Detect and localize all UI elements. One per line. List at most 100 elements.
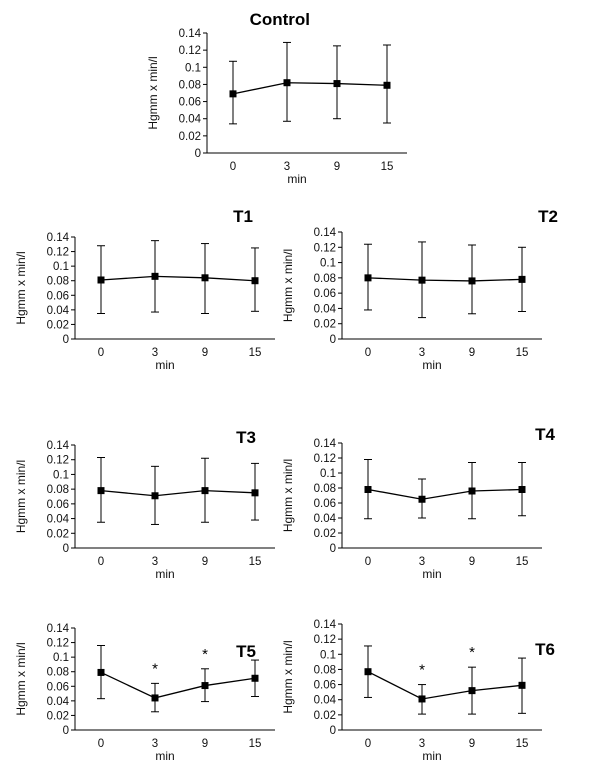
data-point bbox=[251, 674, 259, 682]
data-point bbox=[151, 492, 159, 500]
y-tick-label: 0.14 bbox=[179, 28, 202, 40]
y-tick-label: 0.12 bbox=[47, 247, 69, 259]
x-tick-label: 15 bbox=[516, 738, 529, 750]
x-tick-label: 3 bbox=[152, 556, 158, 568]
x-tick-label: 9 bbox=[202, 556, 208, 568]
y-tick-label: 0.1 bbox=[53, 652, 69, 664]
chart-title: T4 bbox=[535, 425, 555, 444]
chart-panel-5: 0 0.02 0.04 0.06 0.08 0.1 0.12 0.14 0 3 9 15 min Hgmm… bbox=[281, 425, 556, 581]
data-point bbox=[383, 81, 391, 89]
y-tick-label: 0.04 bbox=[314, 513, 337, 525]
chart-title: T6 bbox=[535, 640, 555, 659]
significance-marker: * bbox=[419, 662, 425, 679]
series-line bbox=[367, 277, 523, 282]
data-point bbox=[151, 272, 159, 280]
x-tick-label: 0 bbox=[98, 556, 104, 568]
x-tick-label: 9 bbox=[469, 347, 475, 359]
x-tick-label: 3 bbox=[152, 347, 158, 359]
x-tick-label: 15 bbox=[516, 556, 529, 568]
series-line bbox=[100, 275, 256, 282]
series-line bbox=[367, 671, 523, 700]
y-tick-label: 0 bbox=[195, 148, 201, 160]
y-tick-label: 0 bbox=[330, 334, 336, 346]
data-point bbox=[251, 489, 259, 497]
x-tick-label: 9 bbox=[469, 556, 475, 568]
data-point bbox=[468, 687, 476, 695]
x-tick-label: 9 bbox=[202, 347, 208, 359]
y-tick-label: 0.1 bbox=[53, 469, 69, 481]
x-tick-label: 15 bbox=[516, 347, 529, 359]
y-tick-label: 0.08 bbox=[314, 483, 336, 495]
data-point bbox=[468, 487, 476, 495]
y-tick-label: 0.1 bbox=[320, 258, 336, 270]
y-axis-label: Hgmm x min/l bbox=[14, 251, 28, 324]
data-point bbox=[518, 275, 526, 283]
y-tick-label: 0.04 bbox=[314, 695, 337, 707]
y-tick-label: 0.12 bbox=[47, 638, 69, 650]
x-tick-label: 0 bbox=[230, 161, 236, 173]
chart-panel-2: 0 0.02 0.04 0.06 0.08 0.1 0.12 0.14 0 3 9 15 min Hgmm… bbox=[14, 207, 275, 372]
data-point bbox=[364, 486, 372, 493]
data-point bbox=[201, 274, 209, 282]
y-tick-label: 0 bbox=[63, 725, 69, 737]
y-tick-label: 0 bbox=[63, 334, 69, 346]
data-point bbox=[201, 487, 209, 495]
x-tick-label: 3 bbox=[152, 738, 158, 750]
chart-panel-3: 0 0.02 0.04 0.06 0.08 0.1 0.12 0.14 0 3 9 15 min Hgmm… bbox=[281, 207, 558, 372]
chart-title: T3 bbox=[236, 428, 256, 447]
y-tick-label: 0.04 bbox=[179, 114, 202, 126]
y-tick-label: 0.14 bbox=[47, 232, 70, 244]
series-line bbox=[100, 671, 256, 699]
y-tick-label: 0.08 bbox=[47, 667, 69, 679]
y-tick-label: 0.06 bbox=[47, 681, 69, 693]
y-tick-label: 0.12 bbox=[314, 242, 336, 254]
y-axis-label: Hgmm x min/l bbox=[14, 460, 28, 533]
y-tick-label: 0.06 bbox=[314, 498, 336, 510]
y-axis-label: Hgmm x min/l bbox=[281, 249, 295, 322]
x-axis-label: min bbox=[422, 567, 441, 581]
significance-marker: * bbox=[152, 660, 158, 677]
x-tick-label: 15 bbox=[249, 738, 262, 750]
x-tick-label: 3 bbox=[284, 161, 290, 173]
y-tick-label: 0.14 bbox=[47, 623, 70, 635]
y-tick-label: 0.02 bbox=[314, 710, 336, 722]
x-axis-label: min bbox=[422, 358, 441, 372]
y-tick-label: 0.1 bbox=[320, 468, 336, 480]
data-point bbox=[333, 80, 341, 88]
chart-title: T1 bbox=[233, 207, 253, 226]
x-tick-label: 15 bbox=[249, 347, 262, 359]
x-tick-label: 15 bbox=[381, 161, 394, 173]
y-tick-label: 0.12 bbox=[179, 45, 201, 57]
y-tick-label: 0.02 bbox=[314, 319, 336, 331]
x-tick-label: 0 bbox=[365, 738, 371, 750]
data-point bbox=[518, 486, 526, 493]
y-axis-label: Hgmm x min/l bbox=[14, 642, 28, 715]
data-point bbox=[418, 495, 426, 503]
x-tick-label: 3 bbox=[419, 347, 425, 359]
x-tick-label: 9 bbox=[469, 738, 475, 750]
y-tick-label: 0.02 bbox=[47, 528, 69, 540]
y-tick-label: 0.06 bbox=[314, 288, 336, 300]
y-tick-label: 0.12 bbox=[47, 455, 69, 467]
y-tick-label: 0.08 bbox=[179, 79, 201, 91]
x-tick-label: 3 bbox=[419, 556, 425, 568]
chart-panel-7: 0 0.02 0.04 0.06 0.08 0.1 0.12 0.14 0 3 9 15 min Hgmm… bbox=[281, 619, 555, 763]
data-point bbox=[97, 276, 105, 284]
y-tick-label: 0.08 bbox=[314, 273, 336, 285]
data-point bbox=[201, 682, 209, 690]
x-tick-label: 0 bbox=[365, 347, 371, 359]
x-tick-label: 3 bbox=[419, 738, 425, 750]
y-tick-label: 0.1 bbox=[185, 62, 201, 74]
x-tick-label: 0 bbox=[98, 738, 104, 750]
x-tick-label: 0 bbox=[98, 347, 104, 359]
y-tick-label: 0.02 bbox=[179, 131, 201, 143]
y-tick-label: 0 bbox=[330, 725, 336, 737]
data-point bbox=[364, 274, 372, 282]
y-tick-label: 0.14 bbox=[47, 440, 70, 452]
x-tick-label: 15 bbox=[249, 556, 262, 568]
x-axis-label: min bbox=[155, 567, 174, 581]
y-tick-label: 0.14 bbox=[314, 227, 337, 239]
y-tick-label: 0.04 bbox=[314, 303, 337, 315]
y-tick-label: 0.06 bbox=[47, 290, 69, 302]
y-tick-label: 0.12 bbox=[314, 453, 336, 465]
